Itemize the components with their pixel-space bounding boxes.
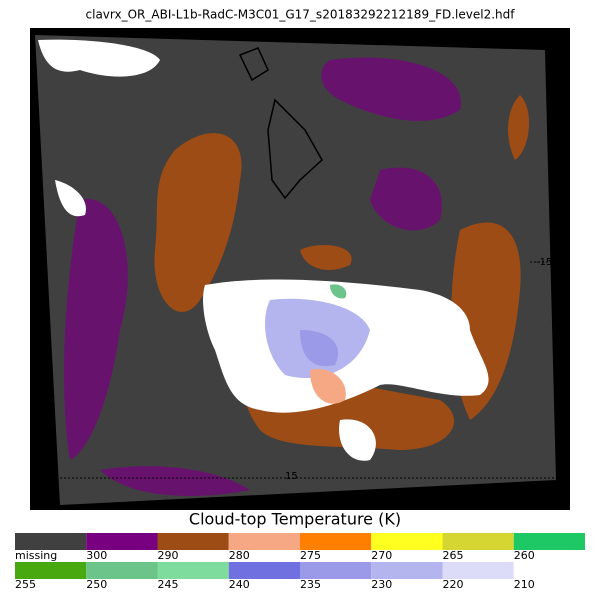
colorbar-label: 250 (86, 578, 107, 591)
map: -150 15 (30, 28, 570, 510)
colorbar-label: 240 (229, 578, 250, 591)
color-swatch (442, 533, 514, 550)
color-swatch (157, 533, 229, 550)
colorbar: missing 300 290 280 275 270 265 260 255 250 245 240… (15, 533, 585, 591)
color-swatch (513, 562, 585, 579)
colorbar-label: 265 (443, 549, 464, 562)
colorbar-label: 210 (514, 578, 535, 591)
color-swatch (86, 533, 158, 550)
colorbar-label: 235 (300, 578, 321, 591)
cloud-cold (265, 284, 370, 404)
figure-title: clavrx_OR_ABI-L1b-RadC-M3C01_G17_s201832… (86, 8, 516, 22)
color-swatch (15, 533, 87, 550)
color-swatch (513, 533, 585, 550)
colorbar-label: 220 (443, 578, 464, 591)
color-swatch (86, 562, 158, 579)
cloud-290 (154, 95, 530, 450)
color-swatch (228, 562, 300, 579)
lon-label: -150 (536, 257, 559, 268)
colorbar-label: 230 (371, 578, 392, 591)
colorbar-label: 245 (158, 578, 179, 591)
colorbar-label: 270 (371, 549, 392, 562)
color-swatch (300, 562, 372, 579)
color-swatch (371, 533, 443, 550)
colorbar-label: 300 (86, 549, 107, 562)
color-swatch (228, 533, 300, 550)
color-swatch (300, 533, 372, 550)
colorbar-label: 275 (300, 549, 321, 562)
colorbar-label: 290 (158, 549, 179, 562)
color-swatch (157, 562, 229, 579)
color-swatch (371, 562, 443, 579)
colorbar-label: 260 (514, 549, 535, 562)
lat-label: 15 (285, 471, 298, 482)
cloud-300 (64, 57, 461, 496)
colorbar-label: missing (15, 549, 57, 562)
colorbar-title: Cloud-top Temperature (K) (189, 510, 401, 529)
coastline (238, 47, 323, 200)
colorbar-label: 255 (15, 578, 36, 591)
colorbar-label: 280 (229, 549, 250, 562)
color-swatch (442, 562, 514, 579)
color-swatch (15, 562, 87, 579)
